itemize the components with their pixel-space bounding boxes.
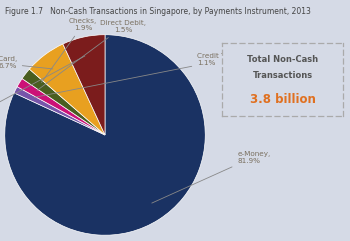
Wedge shape: [5, 35, 205, 235]
Text: Direct Debit,
1.5%: Direct Debit, 1.5%: [37, 20, 146, 90]
Wedge shape: [22, 69, 105, 135]
Text: e-Money,
81.9%: e-Money, 81.9%: [152, 151, 271, 203]
Text: Credit Transfer,
1.1%: Credit Transfer, 1.1%: [34, 53, 252, 97]
Text: Credit Card,
6.7%: Credit Card, 6.7%: [0, 56, 53, 69]
Text: Transactions: Transactions: [253, 71, 313, 80]
Text: 3.8 billion: 3.8 billion: [250, 93, 316, 106]
Text: Figure 1.7   Non-Cash Transactions in Singapore, by Payments Instrument, 2013: Figure 1.7 Non-Cash Transactions in Sing…: [5, 7, 311, 16]
Wedge shape: [14, 87, 105, 135]
Text: Total Non-Cash: Total Non-Cash: [247, 55, 318, 64]
Wedge shape: [63, 35, 105, 135]
Wedge shape: [17, 79, 105, 135]
Text: Debit Card,
6.9%: Debit Card, 6.9%: [0, 56, 85, 119]
Text: Checks,
1.9%: Checks, 1.9%: [42, 18, 97, 82]
Wedge shape: [29, 44, 105, 135]
